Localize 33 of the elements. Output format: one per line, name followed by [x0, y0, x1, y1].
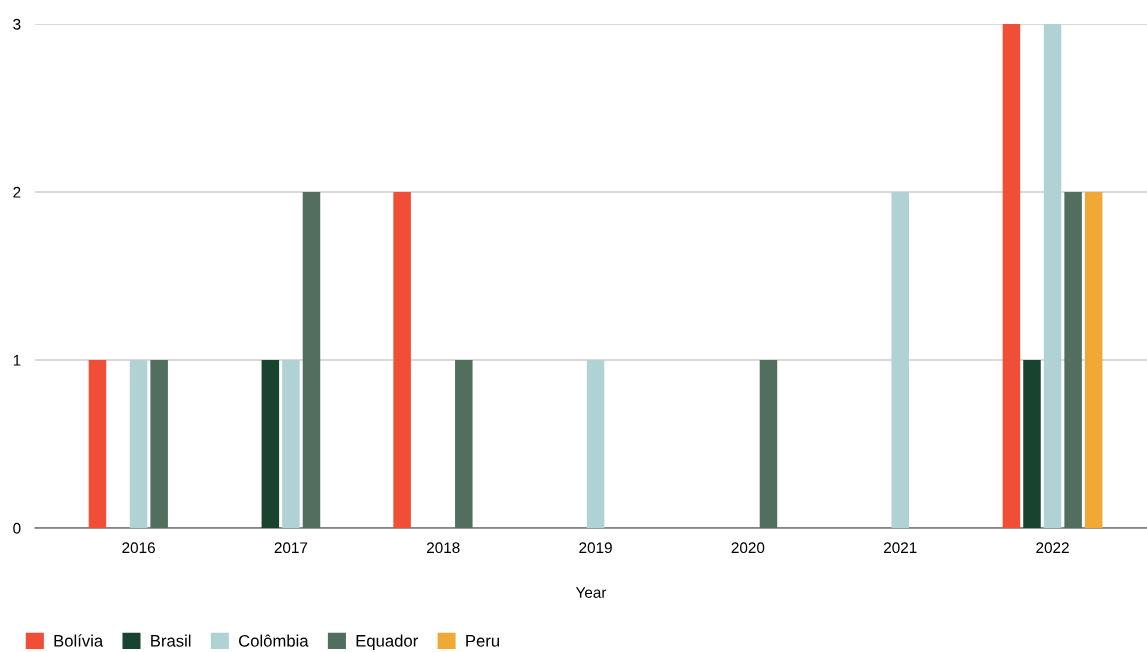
x-tick-label: 2022 — [1036, 542, 1069, 554]
bar — [150, 360, 168, 528]
legend-label: Peru — [466, 635, 499, 647]
bar — [759, 360, 778, 528]
legend-label: Bolívia — [54, 634, 104, 647]
x-tick-label: 2016 — [122, 542, 155, 554]
bar — [891, 192, 909, 528]
x-tick-label: 2020 — [731, 542, 765, 554]
x-axis-title: Year — [575, 587, 607, 598]
bar — [393, 192, 411, 528]
bar — [302, 192, 321, 528]
x-tick-label: 2018 — [427, 542, 460, 554]
legend-label: Colômbia — [239, 634, 309, 647]
y-tick-label: 0 — [13, 522, 21, 534]
y-tick-label: 3 — [13, 18, 21, 30]
bar — [455, 360, 473, 528]
legend-label: Brasil — [151, 634, 191, 647]
x-tick-label: 2021 — [884, 542, 917, 554]
bar — [1023, 360, 1041, 528]
bar — [586, 360, 605, 528]
bar — [1084, 192, 1103, 528]
bar — [1043, 24, 1062, 528]
x-tick-label: 2019 — [579, 542, 612, 554]
bar — [282, 360, 300, 528]
bar — [129, 360, 148, 528]
y-tick-label: 1 — [13, 355, 21, 366]
x-tick-label: 2017 — [274, 542, 308, 554]
legend-label: Equador — [356, 634, 418, 651]
bar — [1002, 24, 1021, 528]
bar — [88, 360, 107, 528]
bar — [261, 360, 280, 528]
bar — [1064, 192, 1082, 528]
y-tick-label: 2 — [13, 186, 21, 198]
